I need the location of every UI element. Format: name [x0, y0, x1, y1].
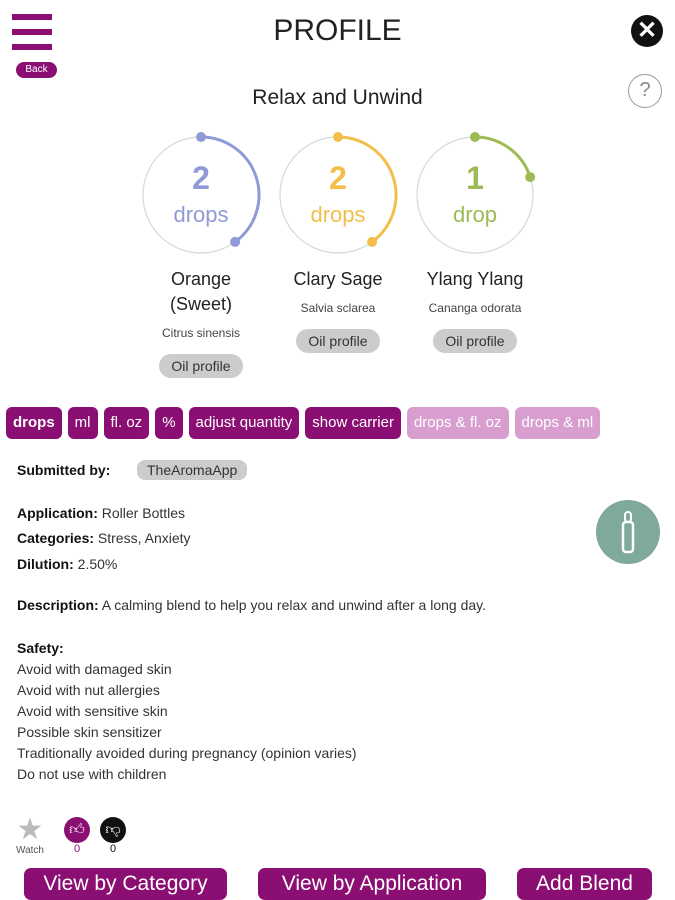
unit-button[interactable]: fl. oz — [103, 407, 150, 439]
view-by-category-button[interactable]: View by Category — [24, 868, 227, 900]
oil-profile-button[interactable]: Oil profile — [159, 354, 243, 378]
gauge-end-dot — [367, 236, 378, 247]
thumbs-down-icon: 👎︎ — [100, 817, 126, 843]
gauge-start-dot — [470, 132, 480, 142]
help-icon[interactable]: ? — [628, 74, 662, 108]
oil-latin-name: Salvia sclarea — [300, 301, 376, 315]
oil-latin-name: Cananga odorata — [428, 301, 522, 315]
like-button[interactable]: 👍︎ 0 — [64, 817, 90, 855]
oil-name: Ylang Ylang — [426, 269, 524, 289]
drop-unit: drops — [310, 202, 365, 227]
thumbs-up-icon: 👍︎ — [64, 817, 90, 843]
oil-name: Orange (Sweet) — [169, 269, 232, 314]
oil-card: 1 drop Ylang Ylang Cananga odorata Oil p… — [407, 127, 543, 353]
star-icon: ★ — [16, 813, 44, 846]
safety-item: Avoid with sensitive skin — [17, 703, 168, 719]
blend-name: Relax and Unwind — [252, 86, 423, 109]
gauge-start-dot — [196, 132, 206, 142]
safety-item: Avoid with nut allergies — [17, 682, 160, 698]
gauge-start-dot — [333, 132, 343, 142]
gauge-arc — [474, 135, 532, 178]
close-icon[interactable]: ✕ — [631, 15, 663, 47]
gauge-end-dot — [525, 172, 536, 183]
view-by-application-button[interactable]: View by Application — [258, 868, 486, 900]
drop-gauge: 1 drop — [416, 132, 536, 254]
safety-item: Avoid with damaged skin — [17, 661, 172, 677]
unit-button[interactable]: drops & fl. oz — [406, 407, 509, 439]
categories-row: Categories: Stress, Anxiety — [17, 530, 191, 546]
oil-latin-name: Citrus sinensis — [161, 326, 241, 340]
add-blend-button[interactable]: Add Blend — [517, 868, 652, 900]
gauge-end-dot — [230, 236, 241, 247]
drop-unit: drops — [173, 202, 228, 227]
oil-profile-button[interactable]: Oil profile — [433, 329, 517, 353]
drop-unit: drop — [453, 202, 497, 227]
roller-bottle-icon[interactable] — [596, 500, 660, 564]
unit-button[interactable]: drops & ml — [514, 407, 601, 439]
oil-profile-button[interactable]: Oil profile — [296, 329, 380, 353]
drop-gauge: 2 drops — [142, 132, 261, 254]
gauge-arc — [200, 135, 261, 244]
dislike-button[interactable]: 👎︎ 0 — [100, 817, 126, 855]
drop-gauge: 2 drops — [279, 132, 398, 254]
submitter-badge[interactable]: TheAromaApp — [137, 460, 248, 480]
application-row: Application: Roller Bottles — [17, 505, 186, 521]
watch-button[interactable]: ★ Watch — [14, 813, 46, 857]
description-row: Description: A calming blend to help you… — [17, 597, 487, 613]
dilution-row: Dilution: 2.50% — [17, 556, 118, 572]
like-count: 0 — [73, 843, 81, 855]
oil-card: 2 drops Clary Sage Salvia sclarea Oil pr… — [270, 127, 406, 353]
safety-item: Possible skin sensitizer — [17, 724, 162, 740]
unit-button[interactable]: drops — [6, 407, 62, 439]
safety-item: Do not use with children — [17, 766, 167, 782]
unit-button[interactable]: adjust quantity — [188, 407, 300, 439]
oil-name: Clary Sage — [293, 269, 383, 289]
page-title: PROFILE — [273, 14, 402, 47]
drop-amount: 2 — [192, 160, 210, 196]
unit-button[interactable]: % — [155, 407, 183, 439]
drop-amount: 2 — [329, 160, 347, 196]
back-button[interactable]: Back — [16, 62, 57, 78]
menu-icon[interactable] — [12, 14, 52, 59]
unit-button[interactable]: ml — [67, 407, 98, 439]
watch-label: Watch — [16, 845, 44, 856]
safety-section: Safety: Avoid with damaged skin Avoid with… — [17, 638, 357, 785]
gauge-arc — [337, 135, 398, 244]
unit-toolbar: drops ml fl. oz% adjust quantity show carrie… — [6, 407, 601, 439]
unit-button[interactable]: show carrier — [305, 407, 401, 439]
drop-amount: 1 — [466, 160, 484, 196]
oil-card: 2 drops Orange (Sweet) Citrus sinensis O… — [133, 127, 269, 378]
safety-item: Traditionally avoided during pregnancy (… — [17, 745, 357, 761]
dislike-count: 0 — [109, 843, 117, 855]
submitted-by-label: Submitted by: — [17, 462, 111, 478]
